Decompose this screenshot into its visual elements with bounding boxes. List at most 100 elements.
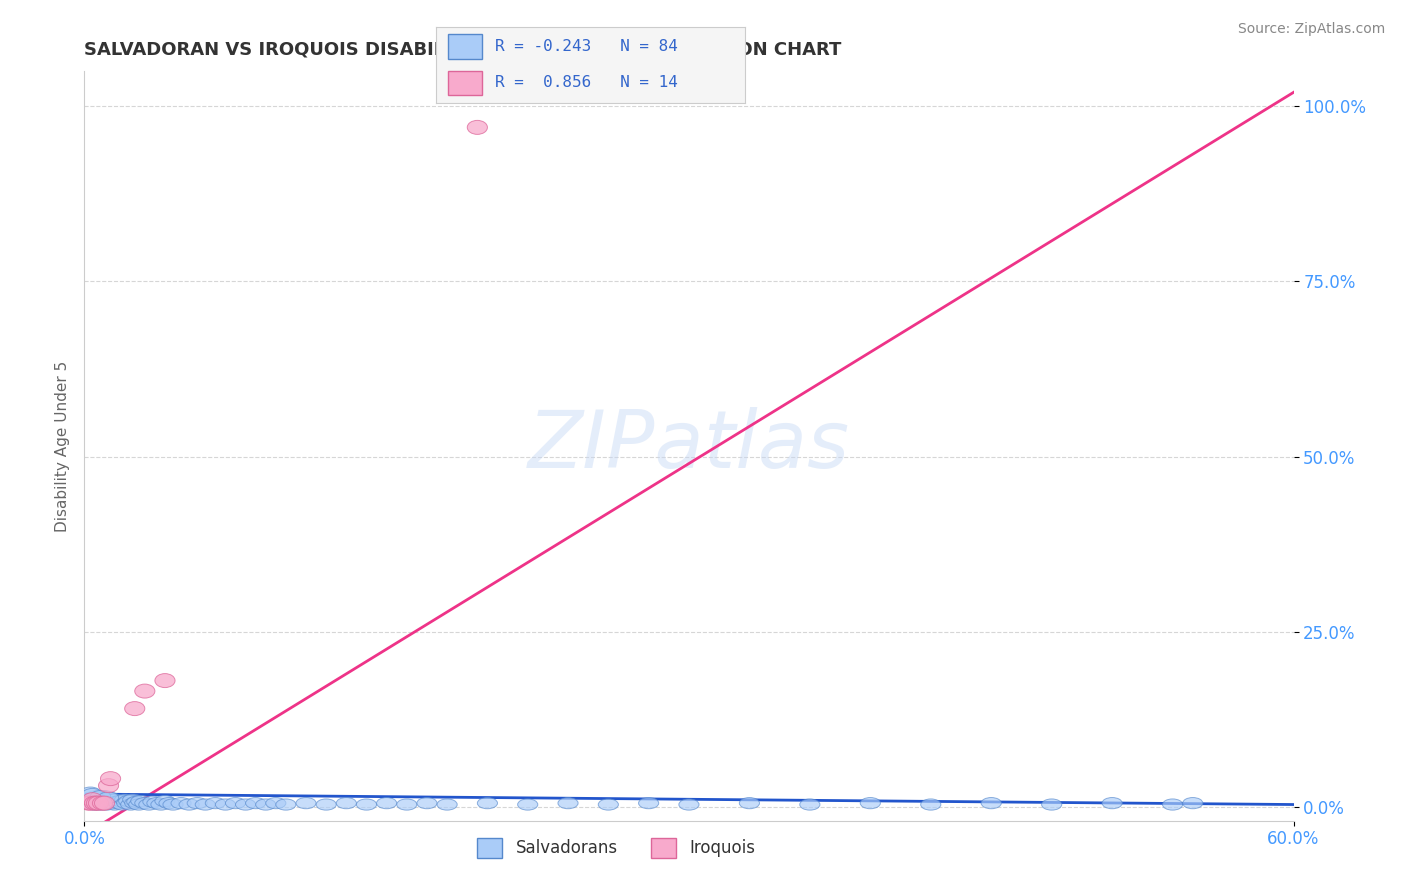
Ellipse shape [159, 797, 179, 809]
Ellipse shape [297, 797, 316, 809]
Text: R = -0.243   N = 84: R = -0.243 N = 84 [495, 39, 678, 54]
Text: R =  0.856   N = 14: R = 0.856 N = 14 [495, 75, 678, 90]
Ellipse shape [94, 796, 115, 806]
Ellipse shape [93, 794, 112, 805]
Ellipse shape [108, 797, 129, 809]
Ellipse shape [104, 799, 125, 810]
Ellipse shape [135, 684, 155, 698]
Ellipse shape [93, 797, 112, 809]
Ellipse shape [89, 793, 108, 804]
Ellipse shape [155, 796, 176, 806]
Ellipse shape [1182, 797, 1204, 809]
Ellipse shape [93, 797, 112, 810]
Ellipse shape [679, 799, 699, 810]
Ellipse shape [97, 797, 117, 808]
Ellipse shape [86, 797, 107, 810]
Ellipse shape [135, 797, 155, 809]
Ellipse shape [467, 120, 488, 135]
Ellipse shape [122, 794, 143, 805]
Ellipse shape [1102, 797, 1122, 809]
Ellipse shape [118, 796, 139, 806]
Ellipse shape [80, 787, 100, 798]
Ellipse shape [115, 794, 135, 805]
Ellipse shape [98, 792, 118, 803]
Ellipse shape [84, 794, 104, 805]
Ellipse shape [90, 797, 111, 807]
FancyBboxPatch shape [449, 34, 482, 59]
Ellipse shape [155, 673, 176, 688]
FancyBboxPatch shape [449, 70, 482, 95]
Ellipse shape [336, 797, 357, 809]
Ellipse shape [125, 702, 145, 715]
Ellipse shape [100, 772, 121, 786]
Legend: Salvadorans, Iroquois: Salvadorans, Iroquois [471, 831, 762, 864]
Ellipse shape [396, 799, 418, 810]
Ellipse shape [143, 797, 163, 807]
Ellipse shape [558, 797, 578, 809]
Ellipse shape [638, 797, 659, 809]
Ellipse shape [84, 799, 104, 810]
Ellipse shape [100, 796, 121, 806]
Ellipse shape [86, 796, 107, 806]
Ellipse shape [195, 799, 215, 810]
Ellipse shape [276, 799, 297, 810]
Ellipse shape [80, 796, 100, 806]
Ellipse shape [94, 790, 115, 802]
Text: SALVADORAN VS IROQUOIS DISABILITY AGE UNDER 5 CORRELATION CHART: SALVADORAN VS IROQUOIS DISABILITY AGE UN… [84, 41, 842, 59]
Ellipse shape [103, 797, 122, 809]
Ellipse shape [83, 797, 103, 809]
Ellipse shape [1163, 799, 1182, 810]
Ellipse shape [129, 799, 149, 810]
Ellipse shape [357, 799, 377, 810]
Ellipse shape [79, 797, 98, 809]
Ellipse shape [478, 797, 498, 809]
Ellipse shape [236, 799, 256, 810]
Ellipse shape [437, 799, 457, 810]
Ellipse shape [163, 799, 183, 810]
Ellipse shape [112, 799, 132, 810]
Ellipse shape [98, 797, 118, 809]
Ellipse shape [266, 797, 285, 809]
Ellipse shape [98, 779, 118, 793]
Ellipse shape [117, 797, 136, 809]
Ellipse shape [205, 797, 225, 809]
Ellipse shape [89, 797, 108, 810]
Ellipse shape [246, 797, 266, 809]
Ellipse shape [125, 797, 145, 809]
Ellipse shape [599, 799, 619, 810]
Ellipse shape [79, 797, 98, 810]
Ellipse shape [418, 797, 437, 809]
Ellipse shape [83, 789, 103, 799]
Ellipse shape [100, 793, 121, 804]
Ellipse shape [215, 799, 236, 810]
Ellipse shape [98, 794, 118, 805]
Ellipse shape [1042, 799, 1062, 810]
Ellipse shape [94, 797, 115, 810]
Ellipse shape [860, 797, 880, 809]
Ellipse shape [97, 799, 117, 810]
Text: Source: ZipAtlas.com: Source: ZipAtlas.com [1237, 22, 1385, 37]
Ellipse shape [86, 790, 107, 802]
Ellipse shape [104, 794, 125, 805]
Ellipse shape [316, 799, 336, 810]
Ellipse shape [172, 797, 191, 809]
Ellipse shape [517, 799, 538, 810]
Ellipse shape [179, 799, 200, 810]
Ellipse shape [150, 799, 172, 810]
Ellipse shape [131, 796, 150, 806]
Ellipse shape [83, 793, 103, 806]
Ellipse shape [981, 797, 1001, 809]
Ellipse shape [139, 799, 159, 810]
Ellipse shape [107, 797, 127, 807]
Ellipse shape [921, 799, 941, 810]
Ellipse shape [90, 799, 111, 810]
Ellipse shape [225, 797, 246, 809]
Ellipse shape [111, 796, 131, 806]
Ellipse shape [80, 797, 100, 810]
Ellipse shape [800, 799, 820, 810]
Y-axis label: Disability Age Under 5: Disability Age Under 5 [55, 360, 70, 532]
Ellipse shape [187, 797, 207, 809]
Ellipse shape [89, 797, 108, 809]
Ellipse shape [146, 797, 167, 809]
Ellipse shape [256, 799, 276, 810]
